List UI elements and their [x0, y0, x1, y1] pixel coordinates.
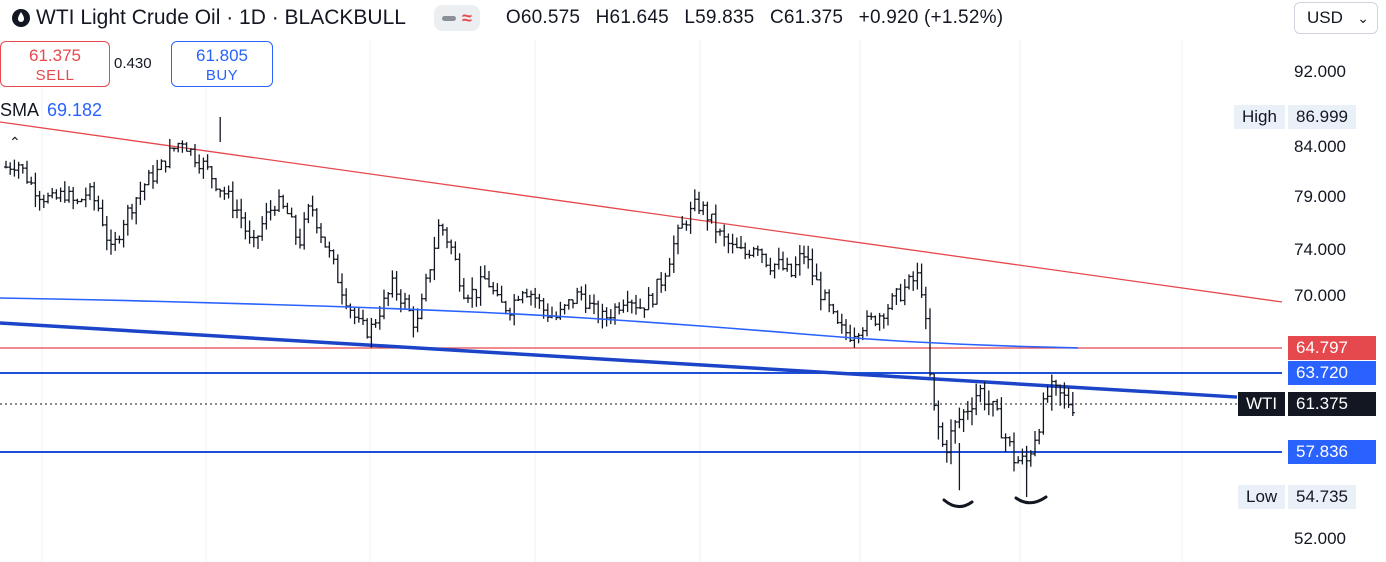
indicator-pill[interactable]: ≈	[433, 5, 480, 31]
buy-button[interactable]: 61.805 BUY	[171, 41, 273, 87]
support-blue-tag: 57.836	[1288, 440, 1376, 464]
chart-header: WTI Light Crude Oil · 1D · BLACKBULL ≈ O…	[0, 0, 1013, 36]
wave-icon[interactable]: ≈	[461, 8, 472, 28]
spread-value: 0.430	[114, 55, 152, 72]
currency-label: USD	[1307, 8, 1343, 27]
sma-legend[interactable]: SMA 69.182	[0, 100, 102, 121]
currency-select[interactable]: USD ⌄	[1294, 2, 1378, 34]
current-tag-value: 61.375	[1288, 392, 1376, 416]
close-value: C61.375	[769, 7, 844, 28]
high-value: H61.645	[595, 7, 669, 28]
low-tag-value: 54.735	[1288, 485, 1356, 509]
trendlines	[0, 121, 1283, 399]
horizontal-levels	[0, 347, 1282, 453]
change-value: +0.920 (+1.52%)	[858, 7, 1004, 28]
sell-button[interactable]: 61.375 SELL	[0, 41, 110, 87]
axis-tick-label: 74.000	[1294, 240, 1346, 259]
ohlc-bars	[4, 117, 1075, 497]
axis-tick-label: 70.000	[1294, 286, 1346, 305]
sell-price: 61.375	[29, 46, 81, 65]
sell-label: SELL	[35, 67, 75, 84]
high-tag-value: 86.999	[1288, 105, 1356, 129]
chart-grid	[41, 40, 1183, 562]
trendline-blue	[0, 321, 1238, 399]
buy-label: BUY	[205, 67, 239, 84]
chevron-up-icon[interactable]: ⌃	[9, 134, 21, 150]
low-tag-label: Low	[1238, 485, 1286, 509]
low-markers	[942, 495, 1048, 508]
low-marker-arc	[1014, 495, 1048, 505]
current-tag-label: WTI	[1238, 392, 1286, 416]
axis-tick-label: 84.000	[1294, 137, 1346, 156]
axis-tick-label: 52.000	[1294, 529, 1346, 548]
resistance-red-tag: 64.797	[1288, 336, 1376, 360]
oil-drop-icon	[12, 9, 30, 27]
sma-value: 69.182	[47, 100, 103, 120]
low-marker-arc	[942, 498, 974, 508]
ohlc-readout: O60.575 H61.645 L59.835 C61.375 +0.920 (…	[506, 7, 1013, 29]
axis-tick-label: 92.000	[1294, 62, 1346, 81]
open-value: O60.575	[505, 7, 581, 28]
chevron-down-icon: ⌄	[1357, 10, 1369, 26]
low-value: L59.835	[684, 7, 755, 28]
axis-tick-label: 79.000	[1294, 187, 1346, 206]
symbol-title[interactable]: WTI Light Crude Oil · 1D · BLACKBULL	[36, 6, 406, 29]
collapse-icon[interactable]	[441, 15, 456, 21]
high-tag-label: High	[1234, 105, 1285, 129]
buy-price: 61.805	[196, 46, 248, 65]
trendline-red	[0, 121, 1283, 303]
sma-name: SMA	[0, 100, 40, 120]
resistance-blue-tag: 63.720	[1288, 361, 1376, 385]
sma-line	[0, 297, 1079, 349]
